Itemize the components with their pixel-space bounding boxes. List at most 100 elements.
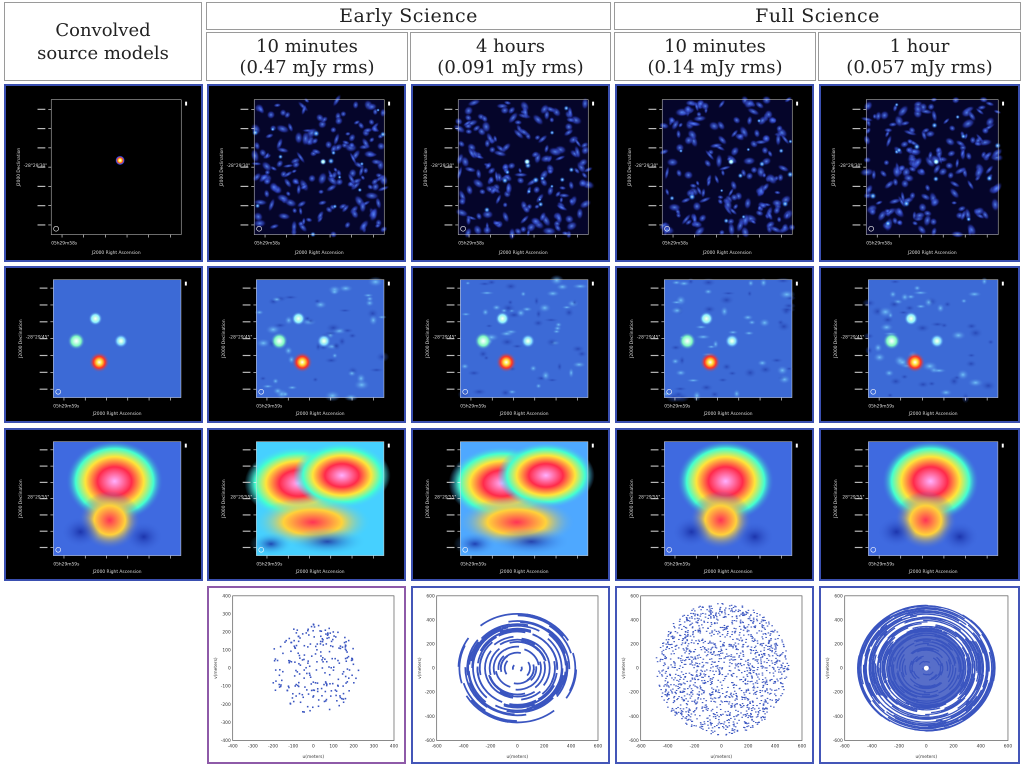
v-tick-label: 200 bbox=[222, 629, 231, 635]
dec-axis-label: J2000 Declination bbox=[831, 148, 837, 188]
u-tick-label: 200 bbox=[540, 743, 549, 749]
dec-axis-tick: 28°29'55" bbox=[842, 495, 864, 501]
map-row1-model: -28°29'30" 05h29m58s J2000 Right Ascension… bbox=[6, 86, 201, 260]
map-row2-early-4h: -28°29'45" 05h29m59s J2000 Right Ascension… bbox=[413, 268, 608, 421]
u-axis-label: u(meters) bbox=[916, 754, 938, 760]
compact-source bbox=[699, 351, 721, 373]
v-tick-label: -200 bbox=[629, 690, 639, 696]
panel-row3-full-10min: 28°29'55" 05h29m59s J2000 Right Ascension J… bbox=[615, 428, 814, 581]
ra-axis-label: J2000 Right Ascension bbox=[907, 250, 957, 256]
ra-axis-tick: 05h29m59s bbox=[53, 561, 80, 567]
dec-axis-tick: -28°29'30" bbox=[431, 163, 455, 169]
map-row2-early-10min: -28°29'45" 05h29m59s J2000 Right Ascension… bbox=[209, 268, 404, 421]
u-axis-label: u(meters) bbox=[303, 754, 325, 760]
map-row2-full-10min: -28°29'45" 05h29m59s J2000 Right Ascension… bbox=[617, 268, 812, 421]
point-source bbox=[932, 158, 940, 166]
compact-source bbox=[724, 333, 739, 349]
ra-axis-label: J2000 Right Ascension bbox=[295, 411, 345, 417]
column-duration: 1 hour bbox=[889, 35, 950, 57]
map-image bbox=[244, 441, 391, 556]
v-tick-label: 100 bbox=[222, 648, 231, 654]
compact-source bbox=[291, 311, 306, 326]
u-tick-label: -400 bbox=[459, 743, 469, 749]
dec-axis-label: J2000 Declination bbox=[629, 479, 635, 519]
beam-marker bbox=[664, 225, 670, 232]
compact-source bbox=[495, 311, 510, 326]
column-duration: 10 minutes bbox=[664, 35, 766, 57]
uv-plot-full-1h: 600 400 200 0 -200 -400 -600 -600 -400 -200 0 200 40… bbox=[819, 586, 1020, 764]
map-row3-full-10min: 28°29'55" 05h29m59s J2000 Right Ascension J… bbox=[617, 430, 812, 579]
map-marker bbox=[387, 443, 390, 448]
compact-source bbox=[930, 333, 945, 349]
u-tick-label: 300 bbox=[370, 743, 379, 749]
map-row3-early-10min: 28°29'55" 05h29m59s J2000 Right Ascension J… bbox=[209, 430, 404, 579]
v-tick-label: -600 bbox=[833, 738, 843, 744]
uv-coverage-full-10min: 600 400 200 0 -200 -400 -600-600 -400 -200 0 200 40… bbox=[621, 593, 807, 760]
u-tick-label: 400 bbox=[390, 743, 399, 749]
dec-axis-label: J2000 Declination bbox=[221, 479, 227, 519]
compact-source bbox=[316, 333, 331, 349]
ra-axis-tick: 05h29m59s bbox=[256, 561, 283, 567]
convolved-header: Convolved source models bbox=[4, 2, 202, 81]
u-tick-label: -200 bbox=[268, 743, 278, 749]
column-rms: (0.47 mJy rms) bbox=[239, 56, 375, 78]
dec-axis-tick: 28°29'55" bbox=[638, 495, 660, 501]
map-row1-full-1h: -28°29'30" 05h29m58s J2000 Right Ascension… bbox=[821, 86, 1018, 260]
ra-axis-label: J2000 Right Ascension bbox=[295, 569, 345, 575]
uv-samples bbox=[857, 604, 996, 732]
ra-axis-label: J2000 Right Ascension bbox=[92, 569, 142, 575]
dec-axis-tick: -28°29'30" bbox=[635, 163, 659, 169]
v-tick-label: 0 bbox=[432, 666, 435, 672]
v-tick-label: 200 bbox=[426, 642, 435, 648]
v-tick-label: -600 bbox=[629, 738, 639, 744]
u-tick-label: 0 bbox=[925, 743, 928, 749]
ra-axis-tick: 05h29m58s bbox=[866, 240, 893, 246]
v-tick-label: -200 bbox=[221, 702, 231, 708]
v-tick-label: -400 bbox=[221, 738, 231, 744]
map-image bbox=[663, 277, 796, 403]
uv-samples bbox=[272, 623, 360, 713]
beam-marker bbox=[53, 225, 59, 232]
panel-row2-model: -28°29'45" 05h29m59s J2000 Right Ascension… bbox=[4, 266, 203, 423]
ra-axis-tick: 05h29m59s bbox=[53, 403, 80, 409]
u-axis-label: u(meters) bbox=[507, 754, 529, 760]
map-row3-model: 28°29'55" 05h29m59s J2000 Right Ascension J… bbox=[6, 430, 201, 579]
point-source bbox=[319, 158, 327, 166]
panel-row2-early-4h: -28°29'45" 05h29m59s J2000 Right Ascension… bbox=[411, 266, 610, 423]
ra-axis-label: J2000 Right Ascension bbox=[294, 250, 344, 256]
u-tick-label: 100 bbox=[329, 743, 338, 749]
map-marker bbox=[184, 443, 187, 448]
map-marker bbox=[592, 101, 595, 106]
compact-source bbox=[88, 311, 103, 326]
u-tick-label: 600 bbox=[1004, 743, 1013, 749]
map-marker bbox=[795, 281, 798, 286]
dec-axis-label: J2000 Declination bbox=[833, 479, 839, 519]
panel-row1-model: -28°29'30" 05h29m58s J2000 Right Ascension… bbox=[4, 84, 203, 262]
dec-axis-tick: -28°29'45" bbox=[229, 335, 253, 341]
compact-source bbox=[67, 332, 86, 350]
column-header-full-1h: 1 hour (0.057 mJy rms) bbox=[818, 32, 1021, 81]
dec-axis-label: J2000 Declination bbox=[423, 148, 429, 188]
ra-axis-label: J2000 Right Ascension bbox=[908, 411, 958, 417]
map-row2-full-1h: -28°29'45" 05h29m59s J2000 Right Ascension… bbox=[821, 268, 1018, 421]
map-image bbox=[53, 279, 181, 398]
compact-source bbox=[520, 333, 535, 349]
u-tick-label: -400 bbox=[663, 743, 673, 749]
dec-axis-label: J2000 Declination bbox=[16, 148, 22, 188]
map-row1-early-4h: -28°29'30" 05h29m58s J2000 Right Ascension… bbox=[413, 86, 608, 260]
v-tick-label: 400 bbox=[630, 617, 639, 623]
column-rms: (0.14 mJy rms) bbox=[647, 56, 783, 78]
u-tick-label: 600 bbox=[594, 743, 603, 749]
ra-axis-label: J2000 Right Ascension bbox=[702, 250, 752, 256]
ra-axis-tick: 05h29m58s bbox=[662, 240, 689, 246]
map-row1-early-10min: -28°29'30" 05h29m58s J2000 Right Ascension… bbox=[209, 86, 404, 260]
column-duration: 4 hours bbox=[475, 35, 546, 57]
dec-axis-tick: -28°29'45" bbox=[26, 335, 50, 341]
uv-coverage-early-4h: 600 400 200 0 -200 -400 -600-600 -400 -200 0 200 40… bbox=[417, 593, 603, 760]
u-tick-label: 600 bbox=[798, 743, 807, 749]
u-tick-label: -400 bbox=[867, 743, 877, 749]
dec-axis-label: J2000 Declination bbox=[221, 319, 227, 359]
map-image bbox=[862, 277, 998, 404]
map-marker bbox=[1001, 443, 1004, 448]
map-marker bbox=[1001, 281, 1004, 286]
